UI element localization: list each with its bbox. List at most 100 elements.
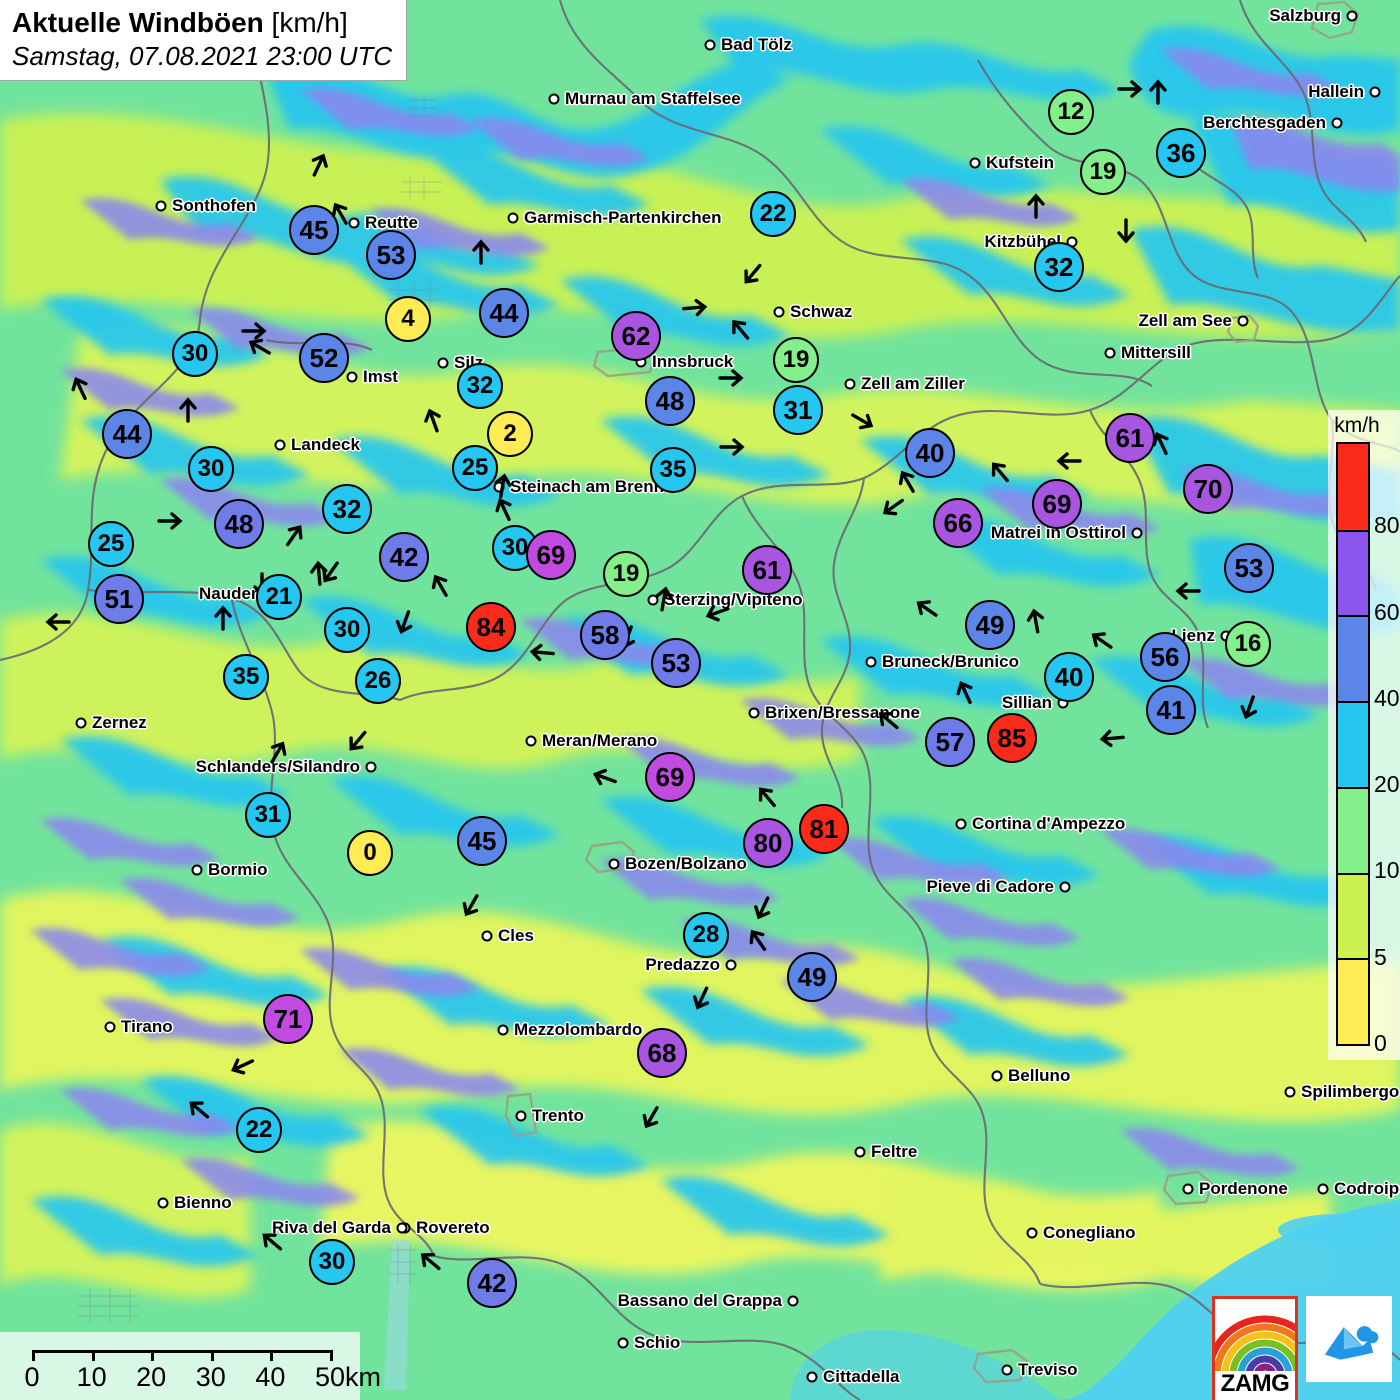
page-title: Aktuelle Windböen [km/h] <box>12 6 392 40</box>
city-dot-icon <box>1182 1183 1194 1195</box>
city-dot-icon <box>75 717 87 729</box>
wind-gust-value-badge[interactable]: 49 <box>965 600 1015 650</box>
geosphere-mountain-cloud-logo[interactable] <box>1306 1296 1392 1382</box>
scale-label: 30 <box>195 1362 226 1392</box>
wind-gust-value-badge[interactable]: 61 <box>742 545 792 595</box>
wind-gust-value-badge[interactable]: 48 <box>645 376 695 426</box>
wind-gust-value-badge[interactable]: 32 <box>1034 242 1084 292</box>
legend-band-5 <box>1338 872 1368 959</box>
wind-gust-value-badge[interactable]: 22 <box>750 191 796 237</box>
wind-gust-value-badge[interactable]: 19 <box>773 337 819 383</box>
wind-gust-value-badge[interactable]: 62 <box>611 311 661 361</box>
wind-gust-value-badge[interactable]: 49 <box>787 952 837 1002</box>
wind-gust-value-badge[interactable]: 42 <box>379 532 429 582</box>
city-name-label: Rovereto <box>416 1218 490 1237</box>
wind-gust-value-badge[interactable]: 35 <box>223 654 269 700</box>
wind-gust-value-badge[interactable]: 68 <box>637 1028 687 1078</box>
wind-gust-value-badge[interactable]: 25 <box>452 445 498 491</box>
city-name-label: Bozen/Bolzano <box>625 854 747 873</box>
wind-gust-value-badge[interactable]: 30 <box>188 446 234 492</box>
wind-gust-value-badge[interactable]: 42 <box>467 1258 517 1308</box>
wind-gust-value-badge[interactable]: 44 <box>102 409 152 459</box>
title-unit-text: [km/h] <box>271 7 348 38</box>
wind-gust-value-badge[interactable]: 32 <box>457 363 503 409</box>
city-name-label: Innsbruck <box>652 352 734 371</box>
city-dot-icon <box>437 357 449 369</box>
wind-gust-value-badge[interactable]: 58 <box>580 610 630 660</box>
wind-gust-value-badge[interactable]: 25 <box>88 521 134 567</box>
wind-gust-value-badge[interactable]: 52 <box>299 333 349 383</box>
city-name-label: Schlanders/Silandro <box>195 757 360 776</box>
wind-gust-value-badge[interactable]: 41 <box>1146 685 1196 735</box>
wind-gust-value-badge[interactable]: 36 <box>1156 128 1206 178</box>
wind-gust-value-badge[interactable]: 48 <box>214 499 264 549</box>
wind-gust-value-badge[interactable]: 32 <box>322 484 372 534</box>
wind-gust-value-badge[interactable]: 69 <box>1032 479 1082 529</box>
city-dot-icon <box>773 306 785 318</box>
wind-gust-value-badge[interactable]: 31 <box>773 385 823 435</box>
city-name-label: Pieve di Cadore <box>926 877 1054 896</box>
wind-gust-value-badge[interactable]: 22 <box>236 1107 282 1153</box>
wind-gust-value-badge[interactable]: 44 <box>479 288 529 338</box>
city-name-label: Meran/Merano <box>542 731 658 750</box>
wind-gust-value-badge[interactable]: 51 <box>94 574 144 624</box>
wind-gust-value-badge[interactable]: 66 <box>933 498 983 548</box>
wind-gust-value-badge[interactable]: 57 <box>925 717 975 767</box>
city-dot-icon <box>617 1337 629 1349</box>
city-name-label: Zell am See <box>1138 311 1232 330</box>
wind-gust-value-badge[interactable]: 30 <box>172 331 218 377</box>
city-name-label: Kufstein <box>986 153 1054 172</box>
wind-gust-value-badge[interactable]: 61 <box>1105 413 1155 463</box>
wind-gust-value-badge[interactable]: 80 <box>743 818 793 868</box>
wind-gust-value-badge[interactable]: 30 <box>324 607 370 653</box>
wind-gust-value-badge[interactable]: 71 <box>263 994 313 1044</box>
wind-gust-value-badge[interactable]: 56 <box>1140 632 1190 682</box>
wind-gust-value-badge[interactable]: 12 <box>1048 89 1094 135</box>
wind-gust-value-badge[interactable]: 2 <box>487 411 533 457</box>
wind-gust-value-badge[interactable]: 40 <box>1044 652 1094 702</box>
wind-gust-value-badge[interactable]: 16 <box>1225 621 1271 667</box>
city-dot-icon <box>1059 881 1071 893</box>
city-dot-icon <box>1346 10 1358 22</box>
city-dot-icon <box>865 656 877 668</box>
wind-gust-value-badge[interactable]: 26 <box>355 658 401 704</box>
city-dot-icon <box>854 1146 866 1158</box>
city-dot-icon <box>497 1024 509 1036</box>
scale-tick-20 <box>151 1350 155 1361</box>
scale-tick-40 <box>270 1350 274 1361</box>
legend-tick-60: 60 <box>1374 598 1400 625</box>
wind-gust-value-badge[interactable]: 4 <box>385 296 431 342</box>
wind-gust-value-badge[interactable]: 40 <box>905 428 955 478</box>
zamg-logo[interactable]: ZAMG <box>1212 1296 1298 1400</box>
city-dot-icon <box>1331 117 1343 129</box>
legend-band-60 <box>1338 529 1368 616</box>
wind-gust-value-badge[interactable]: 31 <box>245 792 291 838</box>
wind-gust-value-badge[interactable]: 53 <box>651 638 701 688</box>
wind-gust-value-badge[interactable]: 0 <box>347 830 393 876</box>
wind-gust-value-badge[interactable]: 84 <box>466 602 516 652</box>
city-dot-icon <box>647 594 659 606</box>
wind-gust-value-badge[interactable]: 69 <box>526 530 576 580</box>
wind-gust-value-badge[interactable]: 53 <box>366 230 416 280</box>
wind-gust-value-badge[interactable]: 53 <box>1224 543 1274 593</box>
wind-gust-value-badge[interactable]: 30 <box>309 1239 355 1285</box>
wind-gust-value-badge[interactable]: 28 <box>683 912 729 958</box>
wind-gust-value-badge[interactable]: 21 <box>256 574 302 620</box>
scale-label: 40 <box>255 1362 286 1392</box>
wind-gust-value-badge[interactable]: 69 <box>645 752 695 802</box>
wind-gust-value-badge[interactable]: 45 <box>457 816 507 866</box>
city-dot-icon <box>704 39 716 51</box>
legend-band-10 <box>1338 786 1368 873</box>
city-name-label: Pordenone <box>1199 1179 1288 1198</box>
legend-color-bar <box>1336 442 1370 1046</box>
wind-gust-value-badge[interactable]: 85 <box>987 713 1037 763</box>
legend-tick-20: 20 <box>1374 770 1400 797</box>
city-dot-icon <box>1001 1364 1013 1376</box>
wind-gust-value-badge[interactable]: 81 <box>799 804 849 854</box>
wind-gust-value-badge[interactable]: 45 <box>289 205 339 255</box>
wind-gust-value-badge[interactable]: 35 <box>650 447 696 493</box>
wind-gust-value-badge[interactable]: 70 <box>1183 464 1233 514</box>
wind-gust-value-badge[interactable]: 19 <box>1080 149 1126 195</box>
wind-gust-value-badge[interactable]: 19 <box>603 551 649 597</box>
